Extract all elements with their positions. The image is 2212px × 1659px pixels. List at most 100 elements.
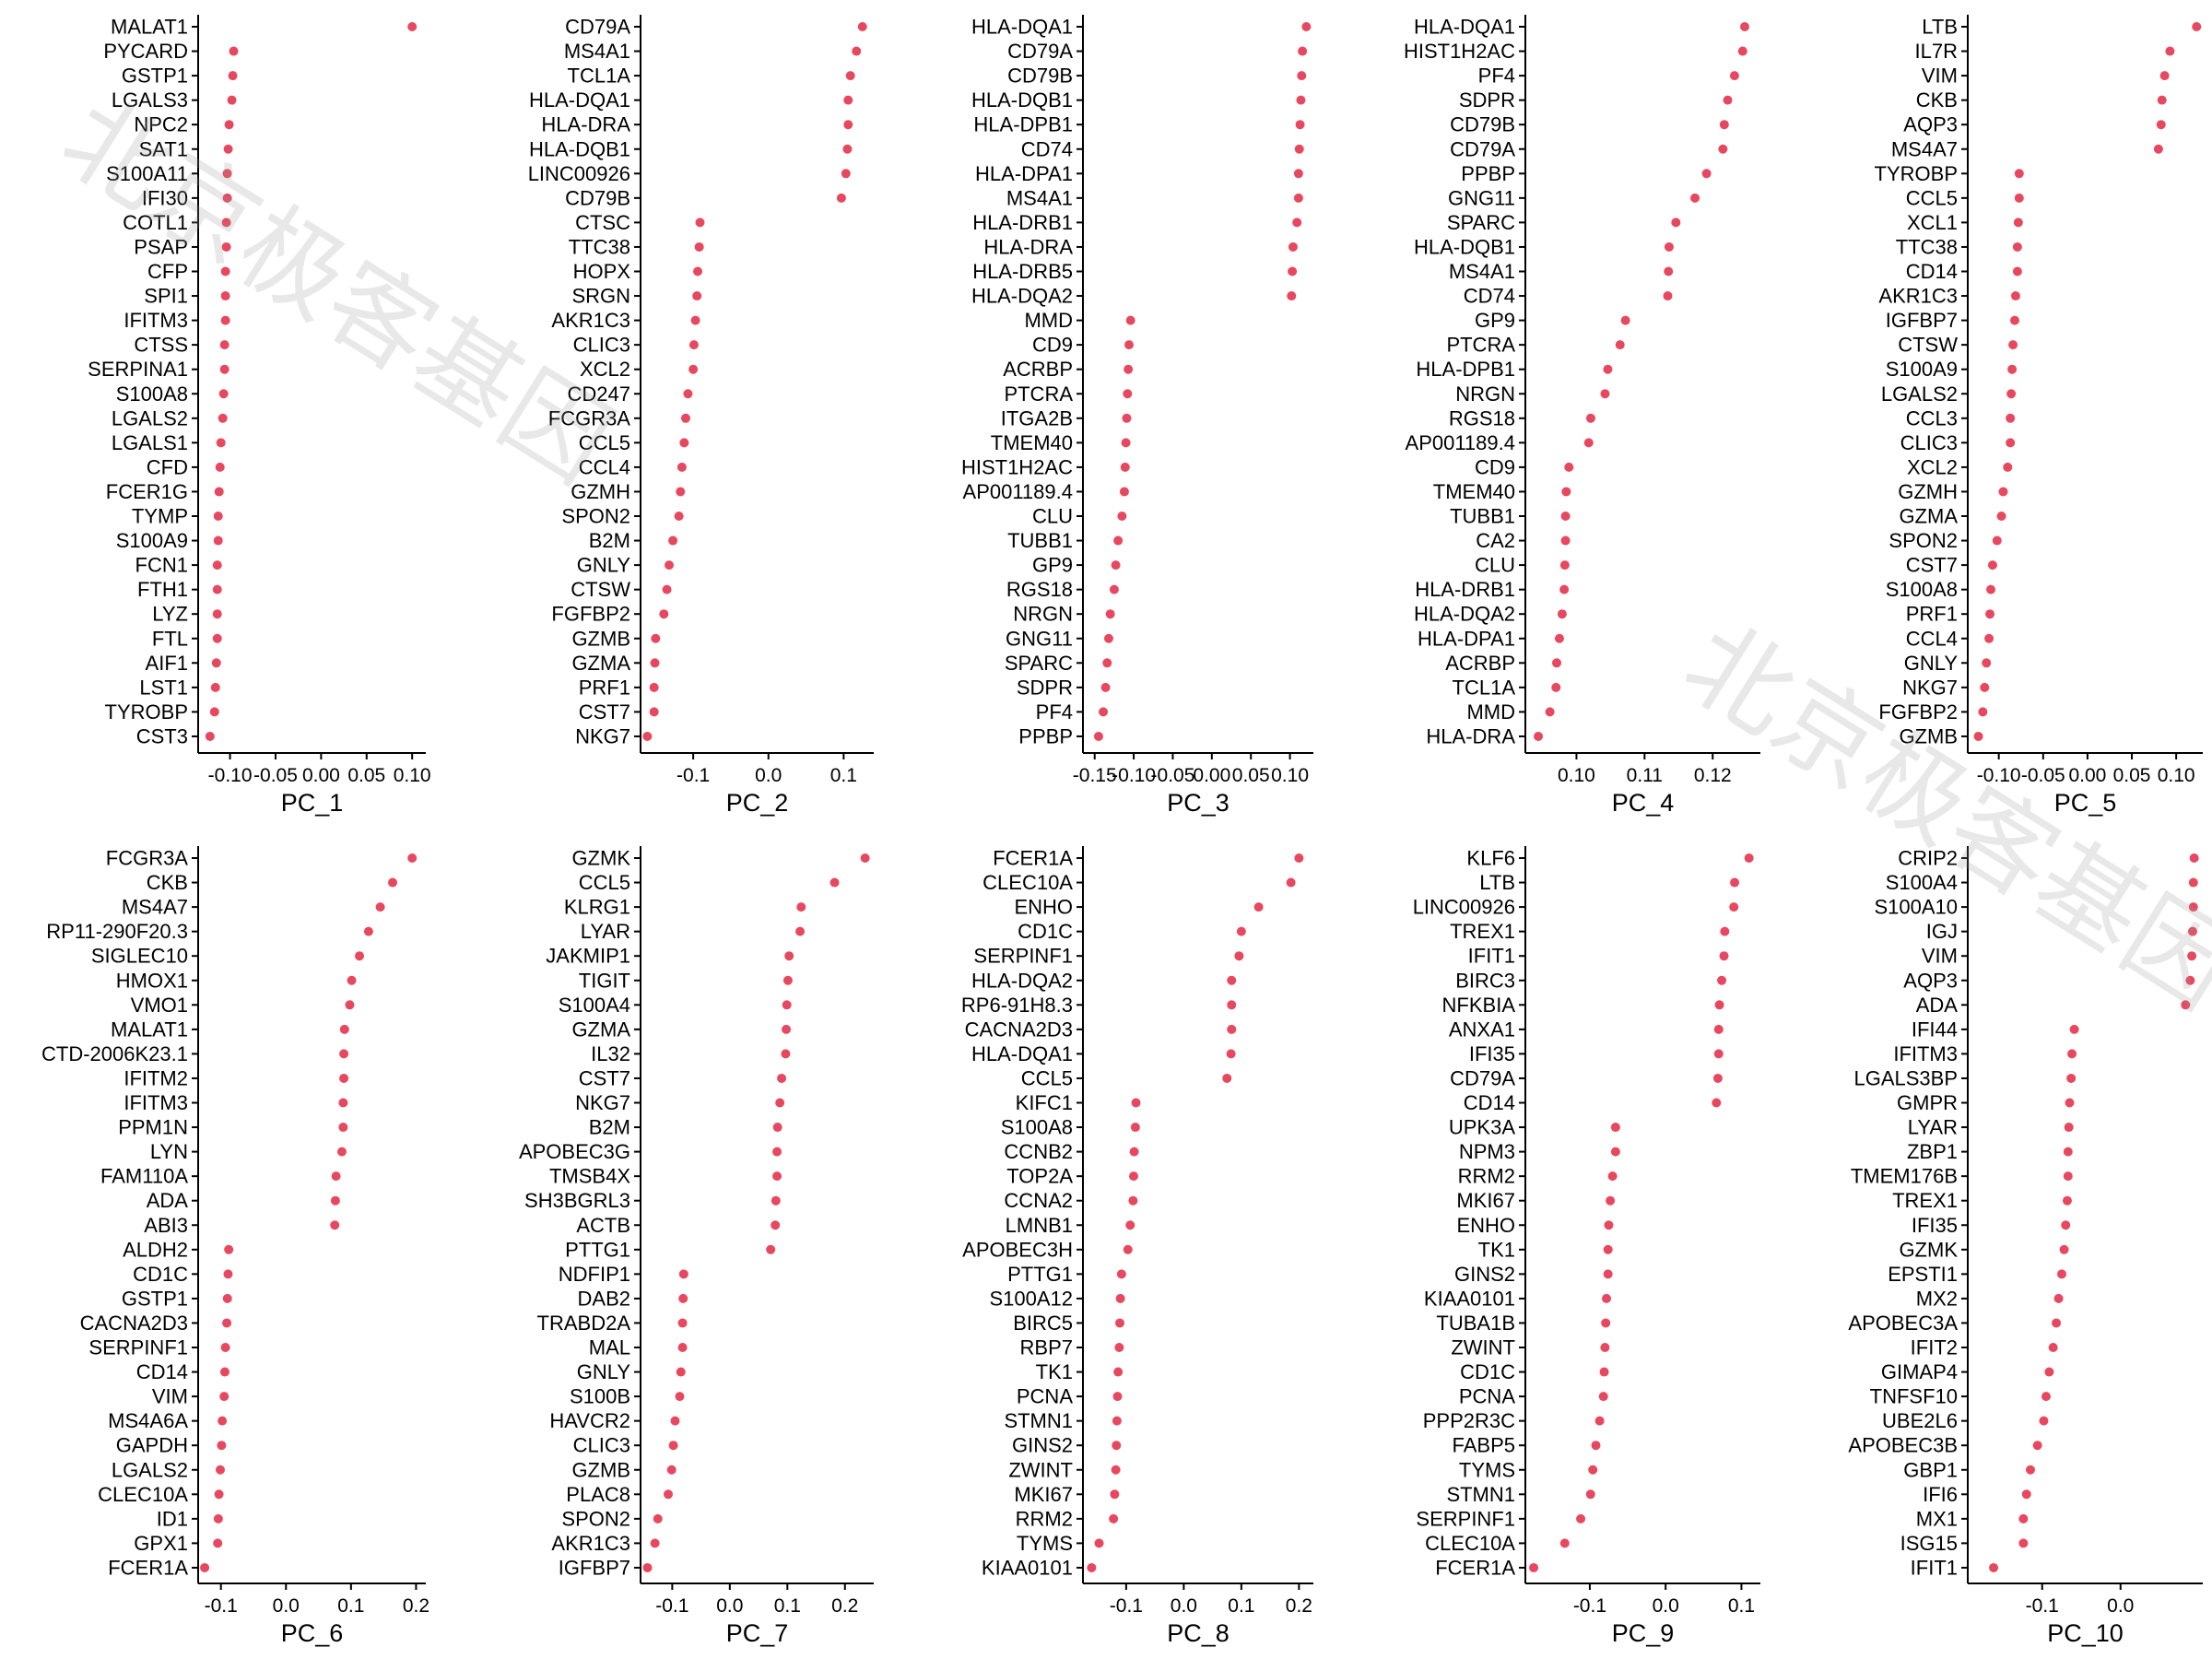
gene-label: CLU <box>1475 554 1515 577</box>
gene-label: FCER1A <box>1435 1556 1515 1579</box>
data-point <box>1599 1367 1609 1377</box>
data-point <box>212 609 222 619</box>
data-point <box>666 1465 677 1475</box>
gene-label: GSTP1 <box>122 1287 188 1310</box>
x-tick-label: 0.2 <box>831 1595 858 1617</box>
data-point <box>339 1073 349 1083</box>
gene-label: KLRG1 <box>564 896 630 919</box>
gene-label: S100A4 <box>1886 871 1958 894</box>
gene-label: B2M <box>589 529 630 552</box>
data-point <box>1234 951 1244 961</box>
data-point <box>659 609 669 619</box>
data-point <box>668 535 678 546</box>
gene-label: PLAC8 <box>566 1483 630 1506</box>
gene-label: TYROBP <box>1875 162 1958 185</box>
panel-pc-2: CD79AMS4A1TCL1AHLA-DQA1HLA-DRAHLA-DQB1LI… <box>528 15 874 817</box>
data-point <box>1690 193 1700 203</box>
data-point <box>2192 22 2202 31</box>
data-point <box>336 1147 347 1157</box>
data-point <box>2059 1244 2069 1254</box>
gene-label: KLF6 <box>1466 847 1515 870</box>
data-point <box>1591 1441 1601 1451</box>
gene-label: TMSB4X <box>549 1165 630 1188</box>
gene-label: LTB <box>1922 16 1958 39</box>
gene-label: CCL3 <box>1906 406 1958 429</box>
data-point <box>678 1269 688 1279</box>
data-point <box>218 389 229 399</box>
gene-label: LYZ <box>152 603 188 626</box>
gene-label: CKB <box>147 871 188 894</box>
gene-label: FCN1 <box>135 554 188 577</box>
data-point <box>211 658 221 668</box>
gene-label: PSAP <box>134 235 188 258</box>
data-point <box>2008 340 2018 350</box>
gene-label: EPSTI1 <box>1888 1263 1958 1286</box>
data-point <box>1603 1269 1613 1279</box>
x-tick-label: -0.10 <box>1112 765 1156 786</box>
x-tick-label: 0.10 <box>1271 765 1309 786</box>
data-point <box>220 315 230 325</box>
data-point <box>2010 291 2020 301</box>
gene-label: CLIC3 <box>573 1434 630 1457</box>
gene-label: TMEM176B <box>1851 1165 1958 1188</box>
gene-label: PCNA <box>1459 1385 1515 1408</box>
data-point <box>662 584 672 594</box>
data-point <box>2012 266 2022 276</box>
data-point <box>695 218 705 228</box>
x-tick-label: 0.1 <box>337 1595 364 1617</box>
gene-label: IL32 <box>591 1042 630 1065</box>
data-point <box>1610 1147 1620 1157</box>
gene-label: CCNB2 <box>1004 1140 1073 1163</box>
data-point <box>857 22 867 31</box>
gene-label: ENHO <box>1014 896 1073 919</box>
x-tick-label: 0.00 <box>302 765 340 786</box>
gene-label: SERPINF1 <box>1416 1507 1515 1530</box>
gene-label: S100A11 <box>106 162 188 185</box>
data-point <box>653 1513 663 1524</box>
data-point <box>1585 1489 1595 1500</box>
data-point <box>1094 1538 1104 1548</box>
gene-label: AIF1 <box>146 652 188 675</box>
data-point <box>2044 1367 2054 1377</box>
data-point <box>2041 1392 2051 1402</box>
gene-label: HLA-DQB1 <box>971 88 1073 112</box>
gene-label: FTH1 <box>137 578 188 601</box>
gene-label: LINC00926 <box>1413 896 1515 919</box>
data-point <box>772 1123 782 1133</box>
x-tick-label: 0.05 <box>347 765 385 786</box>
data-point <box>1719 951 1729 961</box>
gene-label: S100A12 <box>989 1287 1073 1310</box>
gene-label: IFITM3 <box>124 1091 188 1114</box>
data-point <box>1130 1123 1140 1133</box>
data-point <box>1610 1123 1620 1133</box>
gene-label: PYCARD <box>103 40 188 63</box>
data-point <box>1559 1538 1570 1548</box>
data-point <box>852 46 862 56</box>
data-point <box>1973 731 1983 741</box>
gene-label: NFKBIA <box>1442 994 1516 1017</box>
data-point <box>2165 46 2175 56</box>
x-tick-label: -0.10 <box>208 765 253 786</box>
gene-label: TYMP <box>132 505 188 528</box>
data-point <box>842 144 853 154</box>
data-point <box>1294 144 1304 154</box>
gene-label: S100A4 <box>559 994 630 1017</box>
gene-label: IFITM2 <box>124 1066 188 1089</box>
data-point <box>2067 1049 2077 1059</box>
data-point <box>1986 584 1996 594</box>
gene-label: VIM <box>1922 65 1958 88</box>
gene-label: STMN1 <box>1004 1409 1073 1432</box>
data-point <box>1560 512 1571 521</box>
data-point <box>1718 144 1728 154</box>
gene-label: CD1C <box>133 1263 188 1286</box>
gene-label: HLA-DQA2 <box>971 285 1073 308</box>
data-point <box>680 413 690 423</box>
gene-label: LGALS3 <box>112 88 188 112</box>
x-axis-title: PC_3 <box>1167 789 1230 817</box>
data-point <box>1099 707 1109 717</box>
gene-label: TREX1 <box>1450 920 1515 943</box>
panels-layer: MALAT1PYCARDGSTP1LGALS3NPC2SAT1S100A11IF… <box>41 15 2203 1647</box>
gene-label: MKI67 <box>1014 1483 1073 1506</box>
gene-label: SRGN <box>571 285 630 308</box>
gene-label: GZMB <box>1899 724 1958 747</box>
